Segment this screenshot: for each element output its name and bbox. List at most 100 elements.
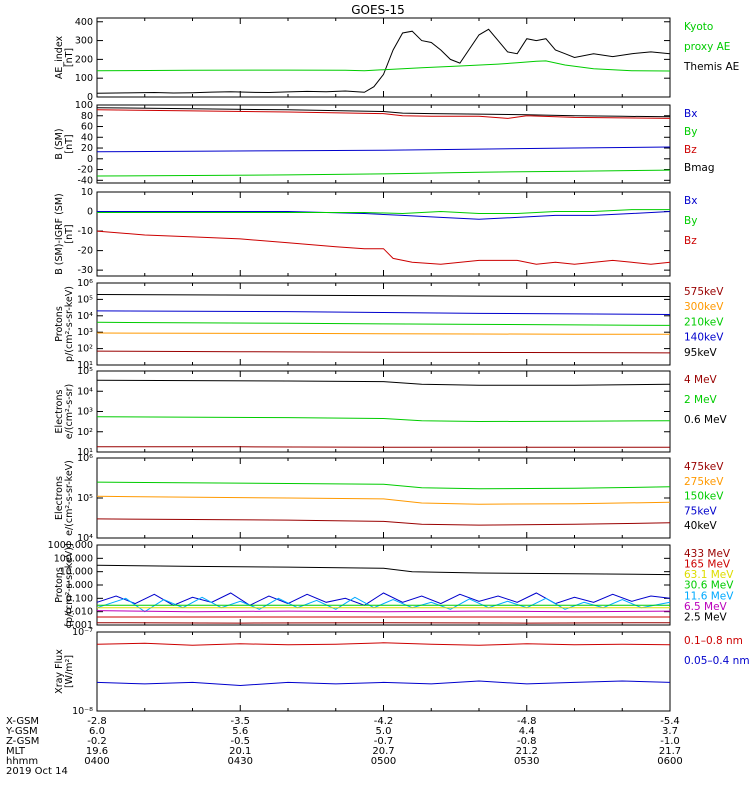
legend-entry: Bz [684,235,697,247]
y-axis-label-line: Xray Flux [54,649,65,694]
y-tick-label: 20 [81,143,93,154]
y-tick-label: 0 [87,92,93,103]
panel-frame [96,370,671,453]
y-axis-label-line: Protons [54,567,65,603]
figure-title: GOES-15 [351,3,405,17]
x-axis-tick-value: 21.7 [659,746,681,757]
y-axis-label-line: [W/m²] [64,655,75,688]
legend-entry: Kyoto [684,21,713,33]
x-axis-row-label: Z-GSM [6,736,39,747]
x-axis-tick-value: 0600 [657,756,682,767]
x-axis-tick-value: 20.1 [229,746,251,757]
panel-frame [96,457,671,539]
y-axis-label-line: Electrons [54,389,65,433]
series-line-darkred [96,518,671,526]
x-axis-row-label: hhmm [6,756,38,767]
panel-8: 10⁻⁸ 10⁻⁷ Xray Flux [W/m²] 0.1–0.8 nm 0.05–0.… [54,627,750,717]
x-axis-tick-value: -0.7 [374,736,394,747]
series-line-purple [96,610,671,613]
series-line-red [96,109,671,119]
y-axis-label: Electrons e/(cm²-s-sr) [54,384,75,439]
y-tick-label: -20 [77,165,93,176]
x-axis-tick-value: -0.8 [517,736,537,747]
legend-entry: proxy AE [684,41,730,53]
series-line-blue [96,146,671,153]
legend-entry: 30.6 MeV [684,580,734,592]
y-tick-label: -40 [77,175,93,186]
legend-entry: 165 MeV [684,559,731,571]
x-axis-tick-value: 5.6 [232,726,248,737]
legend-entry: 2.5 MeV [684,611,728,623]
legend-entry: Bz [684,144,697,156]
series-line-green [97,209,670,215]
series-line-blue [96,680,671,687]
series-line-black [96,564,671,576]
x-axis-tick-value: 0500 [371,756,396,767]
x-axis-tick-value: -3.5 [230,716,250,727]
series-line-black [96,107,671,118]
y-axis-label-line: Protons [54,306,65,342]
y-tick-label: 10.000 [60,567,93,578]
y-tick-label: 10³ [77,327,93,338]
legend-entry: By [684,126,697,138]
legend-entry: 0.05–0.4 nm [684,655,750,667]
x-axis-tick-value: -4.8 [517,716,537,727]
y-tick-label: 0.001 [66,620,93,631]
y-tick-label: 10³ [77,407,93,418]
series-line-black [96,294,670,297]
x-axis-tick-value: 0430 [228,756,253,767]
x-axis-tick-value: 6.0 [89,726,105,737]
y-axis-label-line: Electrons [54,476,65,520]
y-tick-label: 10⁵ [77,294,93,305]
x-axis-tick-value: 21.2 [516,746,538,757]
legend-entry: By [684,215,697,227]
x-axis-tick-value: 5.0 [376,726,392,737]
x-axis-row-label: X-GSM [6,716,39,727]
legend-entry: 300keV [684,301,724,313]
series-line-blue [97,211,671,220]
x-axis-tick-value: 19.6 [86,746,108,757]
y-tick-label: 10⁶ [77,278,93,289]
x-axis-tick-value: -0.2 [87,736,107,747]
legend-entry: 475keV [684,461,724,473]
y-axis-label-line: B (SM)-IGRF (SM) [54,193,65,275]
x-axis-row-label: 2019 Oct 14 [6,766,68,777]
panel-frame [96,544,671,626]
y-axis-label: Protons p/(cm²-s-sr-keV) [54,286,75,362]
y-axis-label: Xray Flux [W/m²] [54,649,75,694]
x-axis-tick-value: 20.7 [372,746,394,757]
y-tick-label: 400 [75,17,93,28]
legend-entry: Bx [684,108,697,120]
y-tick-label: 300 [75,36,93,47]
y-tick-label: 10⁴ [77,386,93,397]
series-line-black [96,28,671,94]
y-tick-label: -30 [77,265,93,276]
y-axis-label-line: B (SM) [54,128,65,159]
x-axis-tick-value: -5.4 [660,716,680,727]
legend-entry: 40keV [684,520,718,532]
y-tick-label: 10⁴ [77,533,93,544]
y-tick-label: -20 [77,246,93,257]
x-axis-tick-value: 0530 [514,756,539,767]
y-axis-label: B (SM)-IGRF (SM) [nT] [54,193,75,275]
series-line-blue [96,310,671,315]
y-tick-label: 10² [77,427,93,438]
series-line-blue [96,592,671,606]
y-tick-label: 100 [75,73,93,84]
y-tick-label: 10 [81,187,93,198]
x-axis-tick-value: -2.8 [87,716,107,727]
y-axis-label-line: [p/(cm²-s-sr-keV)] [64,543,75,626]
series-line-red [96,230,671,265]
y-tick-label: 200 [75,54,93,65]
panel-7: 0.001 0.010 0.100 1.000 10.000 100.000 1000.00… [48,540,735,631]
x-axis-tick-value: -4.2 [374,716,394,727]
legend-entry: 63.1 MeV [684,569,734,581]
y-tick-label: -10 [77,226,93,237]
legend-entry: 433 MeV [684,548,731,560]
legend-entry: 4 MeV [684,374,718,386]
legend-entry: 140keV [684,332,724,344]
